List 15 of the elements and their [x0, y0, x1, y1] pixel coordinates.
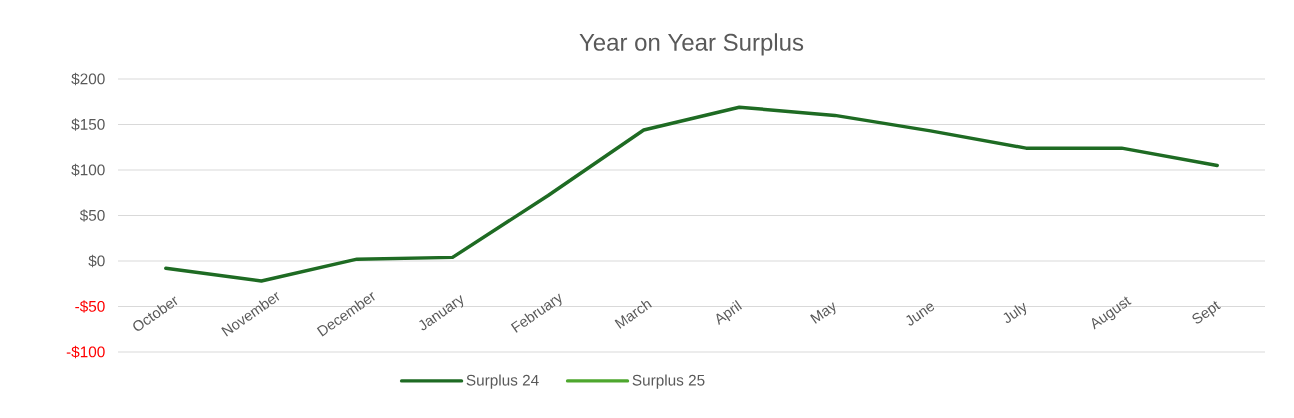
y-tick-label: $50: [79, 209, 105, 222]
legend-label: Surplus 25: [632, 374, 705, 389]
x-tick-label: Sept: [1192, 300, 1221, 324]
legend-label: Surplus 24: [466, 374, 539, 389]
x-tick-label: June: [906, 303, 935, 326]
y-tick-label: $100: [71, 163, 105, 177]
y-tick-label: -$100: [66, 345, 105, 359]
x-tick-label: July: [1003, 302, 1027, 323]
y-tick-label: -$50: [75, 300, 105, 313]
x-tick-label: May: [810, 302, 836, 324]
line-series: [164, 105, 1219, 283]
chart-title: Year on Year Surplus: [579, 33, 804, 56]
y-tick-label: $0: [88, 254, 105, 268]
y-tick-label: $150: [71, 118, 105, 131]
y-tick-label: $200: [71, 72, 105, 86]
